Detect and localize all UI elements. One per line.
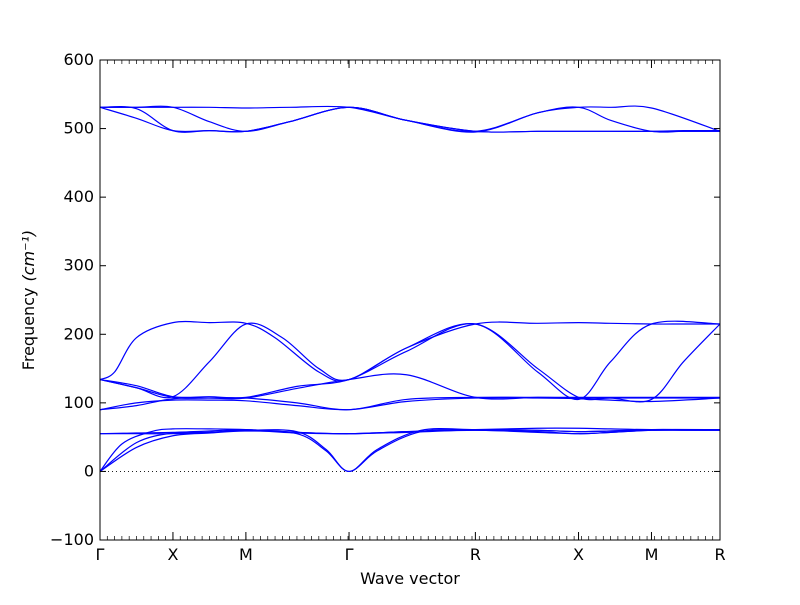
band-line-optic-90-a <box>99 397 721 411</box>
x-tick-label: Γ <box>96 545 105 564</box>
y-axis-label-text: Frequency <box>19 288 38 371</box>
x-tick-label: X <box>573 545 584 564</box>
x-tick-label: R <box>470 545 481 564</box>
band-line-optic-134-b <box>99 320 721 401</box>
y-tick-label: 400 <box>63 187 94 206</box>
y-tick-label: 300 <box>63 256 94 275</box>
y-axis-label-unit: (cm⁻¹) <box>19 230 38 282</box>
band-line-optic-134-a <box>99 373 720 400</box>
y-tick-label: 600 <box>63 50 94 69</box>
band-line-optic-55-b <box>99 428 721 435</box>
x-axis-label: Wave vector <box>360 569 460 588</box>
x-tick-label: X <box>167 545 178 564</box>
y-tick-label: 500 <box>63 119 94 138</box>
y-tick-label: 200 <box>63 324 94 343</box>
x-tick-label: R <box>714 545 725 564</box>
x-tick-label: Γ <box>345 545 354 564</box>
y-axis-label: Frequency (cm⁻¹) <box>19 230 38 370</box>
plot-area <box>99 59 721 541</box>
band-line-high-4 <box>99 106 721 133</box>
axis-labels: Wave vector Frequency (cm⁻¹) <box>19 230 460 588</box>
x-tick-label: M <box>239 545 253 564</box>
plot-frame <box>99 59 721 541</box>
y-tick-label: −100 <box>50 530 94 549</box>
axis-ticks: −100 0 100 200 300 400 500 600 Γ X M Γ R X M R <box>50 50 726 564</box>
x-tick-label: M <box>645 545 659 564</box>
y-tick-label: 100 <box>63 393 94 412</box>
band-line-optic-134-d <box>99 322 721 403</box>
y-tick-label: 0 <box>84 461 94 480</box>
